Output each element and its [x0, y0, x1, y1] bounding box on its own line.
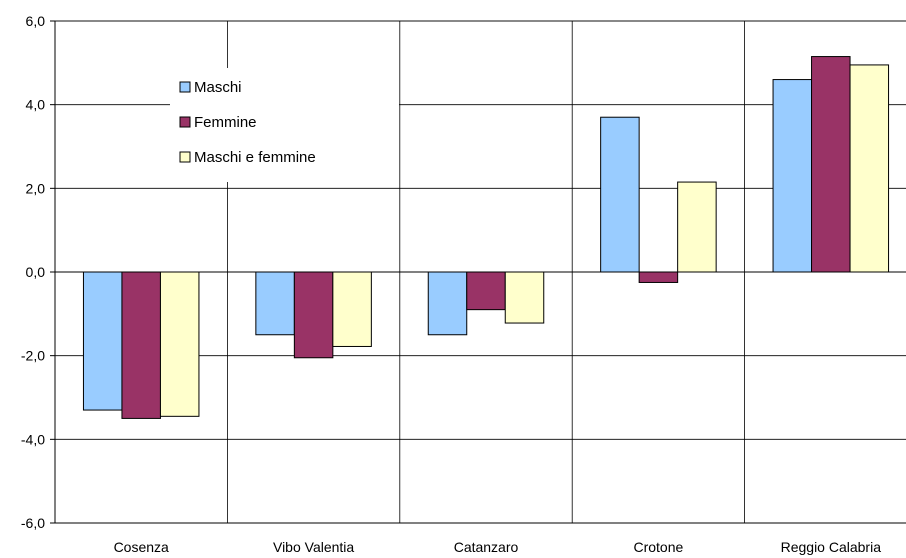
x-category-label: Reggio Calabria [781, 539, 882, 555]
bar-maschi [82, 271, 123, 411]
y-tick-label: -2,0 [21, 348, 45, 364]
legend-swatch [179, 81, 191, 93]
y-tick-label: -6,0 [21, 515, 45, 531]
bar-femmine [293, 271, 334, 359]
y-tick-label: -4,0 [21, 431, 45, 447]
x-category-labels: Cosenza Vibo Valentia Catanzaro Crotone Regg… [114, 539, 882, 555]
bar-maschi-e-femmine [159, 271, 200, 417]
y-tick-labels: 6,0 4,0 2,0 0,0 -2,0 -4,0 -6,0 [21, 13, 45, 531]
x-category-label: Crotone [633, 539, 683, 555]
bar-maschi-e-femmine [504, 271, 545, 324]
bar-maschi-e-femmine [332, 271, 372, 347]
bar-femmine [811, 56, 851, 273]
axes-group [50, 20, 906, 524]
bar-femmine [638, 271, 679, 283]
y-tick-label: 0,0 [26, 264, 46, 280]
bar-maschi [427, 271, 468, 336]
bar-maschi [600, 116, 640, 273]
y-tick-label: 6,0 [26, 13, 46, 29]
bar-maschi-e-femmine [849, 64, 890, 273]
bar-maschi-e-femmine [677, 181, 717, 273]
y-tick-label: 2,0 [26, 180, 46, 196]
bar-maschi [255, 271, 295, 336]
bar-femmine [466, 271, 506, 311]
x-category-label: Vibo Valentia [273, 539, 354, 555]
x-category-label: Cosenza [114, 539, 169, 555]
y-tick-label: 4,0 [26, 97, 46, 113]
x-category-label: Catanzaro [454, 539, 519, 555]
legend-label: Femmine [194, 114, 257, 131]
legend-box [170, 68, 399, 182]
legend-swatch [179, 116, 191, 128]
bars-group [82, 56, 890, 419]
bar-femmine [121, 271, 161, 419]
legend-label: Maschi e femmine [194, 149, 316, 166]
legend-label: Maschi [194, 79, 242, 96]
legend: Maschi Femmine Maschi e femmine [170, 68, 399, 182]
bar-maschi [772, 79, 813, 273]
legend-swatch [179, 151, 191, 163]
